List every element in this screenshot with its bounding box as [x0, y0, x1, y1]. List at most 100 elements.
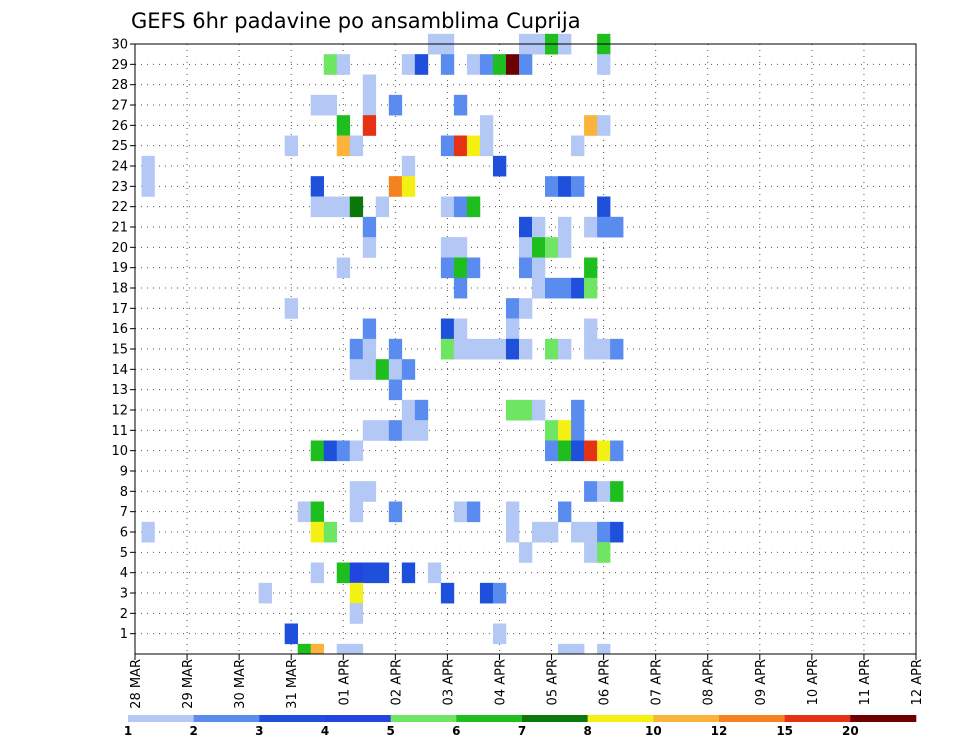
heat-cell — [597, 196, 611, 218]
heat-cell — [584, 277, 598, 299]
heat-cell — [532, 257, 546, 279]
colorbar-swatch — [719, 715, 785, 722]
heat-cell — [440, 237, 455, 258]
heat-cell — [610, 481, 624, 502]
heat-cell — [375, 420, 390, 441]
colorbar-label: 6 — [452, 724, 460, 738]
x-tick-label: 07 APR — [650, 659, 665, 705]
y-tick-label: 18 — [111, 282, 128, 297]
heat-cell — [571, 176, 585, 197]
heat-cell — [362, 481, 377, 502]
y-tick-label: 4 — [120, 566, 128, 581]
heat-cell — [545, 277, 559, 299]
y-tick-label: 30 — [111, 38, 128, 53]
heat-cell — [141, 521, 155, 543]
heat-cell — [427, 562, 442, 584]
heat-cell — [349, 135, 364, 157]
heat-cell — [584, 115, 598, 136]
heat-cell — [388, 420, 403, 441]
heat-cell — [558, 420, 572, 441]
heat-cell — [597, 481, 611, 502]
y-tick-label: 26 — [111, 119, 128, 134]
heat-cell — [571, 135, 585, 157]
heat-cell — [610, 440, 624, 462]
heat-cell — [597, 521, 611, 543]
colorbar-swatch — [456, 715, 523, 722]
x-tick-label: 06 APR — [598, 659, 613, 705]
y-tick-label: 22 — [111, 200, 128, 215]
heat-cell — [518, 257, 533, 279]
heat-cell — [336, 643, 351, 655]
heat-cell — [597, 54, 611, 75]
y-tick-label: 6 — [120, 526, 128, 541]
heat-cell — [310, 643, 325, 655]
heat-cell — [505, 54, 520, 75]
heat-cell — [492, 155, 507, 177]
y-tick-label: 29 — [111, 58, 128, 73]
x-tick-label: 09 APR — [754, 659, 769, 705]
heat-cell — [545, 176, 559, 197]
heat-cell — [545, 338, 559, 360]
heat-cell — [597, 338, 611, 360]
colorbar-swatch — [587, 715, 654, 722]
colorbar-label: 15 — [776, 724, 793, 738]
x-tick-label: 01 APR — [337, 659, 352, 705]
heat-cell — [349, 582, 364, 604]
colorbar-label: 12 — [711, 724, 728, 738]
heat-cell — [401, 176, 416, 197]
heat-cell — [362, 94, 377, 116]
heat-cell — [518, 542, 533, 563]
y-tick-label: 14 — [111, 363, 128, 378]
heat-cell — [362, 359, 377, 380]
x-tick-label: 11 APR — [858, 659, 873, 705]
heat-cell — [479, 115, 494, 136]
y-tick-label: 24 — [111, 160, 128, 175]
heat-cell — [532, 216, 546, 238]
heat-cell — [558, 176, 572, 197]
heat-cell — [610, 338, 624, 360]
heat-cell — [440, 257, 455, 279]
x-tick-label: 28 MAR — [129, 659, 144, 709]
heat-cell — [336, 257, 351, 279]
x-tick-label: 29 MAR — [181, 659, 196, 709]
heat-cell — [518, 54, 533, 75]
heat-cell — [518, 338, 533, 360]
heat-cell — [584, 338, 598, 360]
heat-cell — [349, 481, 364, 502]
heat-cell — [545, 237, 559, 258]
heat-cell — [505, 298, 520, 319]
heat-cell — [310, 94, 325, 116]
heat-cell — [505, 501, 520, 523]
heat-cell — [375, 562, 390, 584]
y-tick-label: 13 — [111, 383, 128, 398]
heat-cell — [401, 562, 416, 584]
colorbar-label: 8 — [583, 724, 591, 738]
heat-cell — [584, 542, 598, 563]
y-tick-label: 21 — [111, 221, 128, 236]
heat-cell — [479, 582, 494, 604]
heat-cell — [375, 359, 390, 380]
colorbar-swatch — [850, 715, 917, 722]
y-tick-label: 7 — [120, 505, 128, 520]
heat-cell — [388, 359, 403, 380]
colorbar-label: 2 — [189, 724, 197, 738]
heat-cell — [349, 196, 364, 218]
heat-cell — [518, 298, 533, 319]
heat-cell — [336, 562, 351, 584]
y-tick-label: 2 — [120, 607, 128, 622]
y-axis-ticks: 1234567891011121314151617181920212223242… — [111, 38, 135, 642]
heat-cell — [440, 196, 455, 218]
colorbar-label: 1 — [124, 724, 132, 738]
y-tick-label: 28 — [111, 78, 128, 93]
heat-cell — [545, 420, 559, 441]
heat-cell — [545, 521, 559, 543]
heat-cell — [518, 216, 533, 238]
colorbar-swatch — [325, 715, 391, 722]
heat-cell — [323, 94, 338, 116]
heat-cell — [336, 440, 351, 462]
heat-cell — [571, 420, 585, 441]
heat-cell — [453, 277, 468, 299]
y-tick-label: 12 — [111, 404, 128, 419]
heat-cell — [492, 623, 507, 645]
